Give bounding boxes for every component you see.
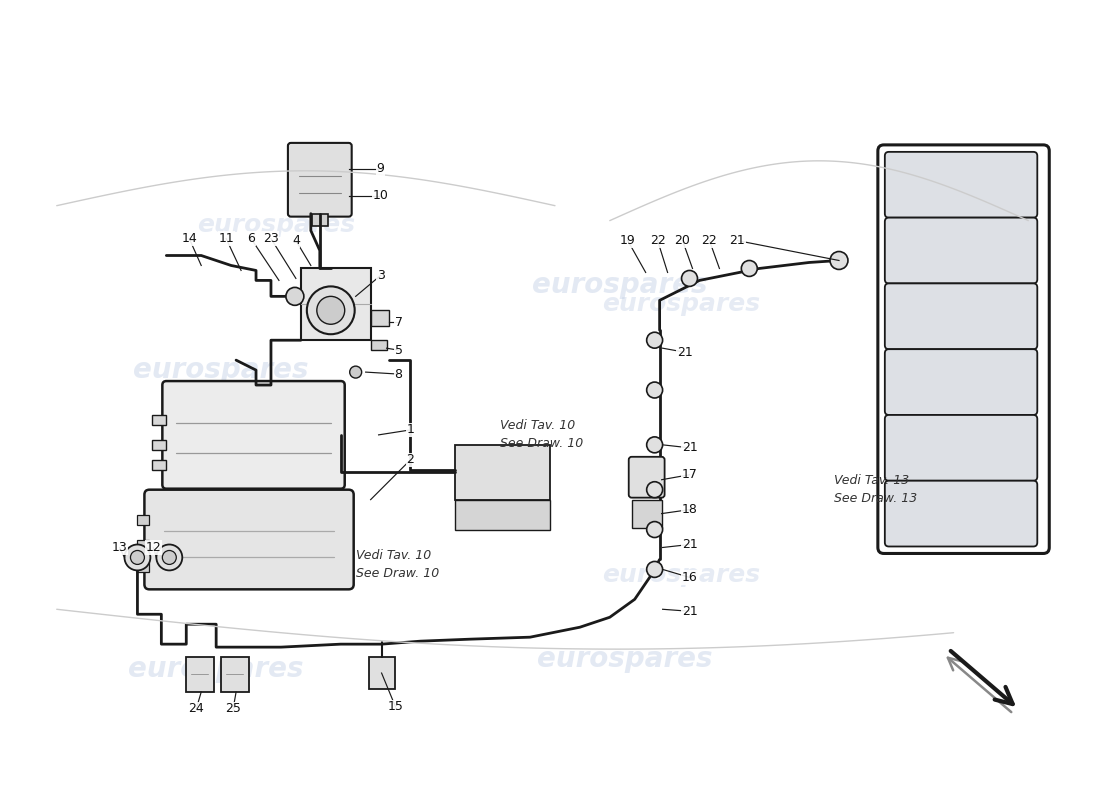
Circle shape xyxy=(350,366,362,378)
Bar xyxy=(153,415,166,425)
Text: 21: 21 xyxy=(682,538,697,551)
Text: 22: 22 xyxy=(702,234,717,247)
FancyBboxPatch shape xyxy=(163,381,344,489)
Text: 15: 15 xyxy=(387,701,404,714)
Text: eurospares: eurospares xyxy=(603,563,760,587)
Text: 3: 3 xyxy=(376,269,385,282)
Text: eurospares: eurospares xyxy=(532,271,707,299)
FancyBboxPatch shape xyxy=(884,283,1037,349)
Circle shape xyxy=(317,296,344,324)
Text: 21: 21 xyxy=(682,442,697,454)
Text: Vedi Tav. 10
See Draw. 10: Vedi Tav. 10 See Draw. 10 xyxy=(355,549,439,580)
Text: 5: 5 xyxy=(395,344,403,357)
Bar xyxy=(371,340,386,350)
Circle shape xyxy=(647,522,662,538)
Circle shape xyxy=(682,270,697,286)
Text: 1: 1 xyxy=(407,423,415,436)
Text: 10: 10 xyxy=(373,190,388,202)
Text: eurospares: eurospares xyxy=(133,356,309,384)
Bar xyxy=(301,269,371,340)
Text: 21: 21 xyxy=(729,234,745,247)
Circle shape xyxy=(647,437,662,453)
FancyBboxPatch shape xyxy=(629,457,664,498)
Text: 25: 25 xyxy=(226,702,241,715)
Text: 20: 20 xyxy=(674,234,691,247)
Text: Vedi Tav. 10
See Draw. 10: Vedi Tav. 10 See Draw. 10 xyxy=(500,419,583,450)
Text: 23: 23 xyxy=(263,232,278,245)
Text: eurospares: eurospares xyxy=(537,645,713,673)
Text: 14: 14 xyxy=(182,232,197,245)
Circle shape xyxy=(286,287,304,306)
Bar xyxy=(153,460,166,470)
Text: Vedi Tav. 13
See Draw. 13: Vedi Tav. 13 See Draw. 13 xyxy=(834,474,917,505)
Text: 7: 7 xyxy=(395,316,403,329)
FancyBboxPatch shape xyxy=(884,481,1037,546)
Bar xyxy=(455,445,550,500)
Bar xyxy=(368,657,395,689)
Circle shape xyxy=(741,261,757,277)
Circle shape xyxy=(647,382,662,398)
Bar xyxy=(138,562,150,572)
FancyBboxPatch shape xyxy=(884,415,1037,481)
Text: 24: 24 xyxy=(188,702,205,715)
Text: 19: 19 xyxy=(620,234,636,247)
Circle shape xyxy=(647,562,662,578)
Text: 17: 17 xyxy=(682,468,697,482)
FancyBboxPatch shape xyxy=(288,143,352,217)
Text: 12: 12 xyxy=(145,541,162,554)
Bar xyxy=(631,500,661,527)
Text: 6: 6 xyxy=(248,232,255,245)
Text: 16: 16 xyxy=(682,571,697,584)
Text: eurospares: eurospares xyxy=(197,213,355,237)
Circle shape xyxy=(124,545,151,570)
FancyBboxPatch shape xyxy=(144,490,354,590)
Bar xyxy=(221,657,249,692)
Bar xyxy=(371,310,388,326)
Circle shape xyxy=(647,482,662,498)
Bar xyxy=(138,514,150,525)
Bar xyxy=(455,500,550,530)
Circle shape xyxy=(307,286,354,334)
Text: 21: 21 xyxy=(682,605,697,618)
FancyBboxPatch shape xyxy=(884,349,1037,415)
FancyBboxPatch shape xyxy=(884,218,1037,283)
Text: 13: 13 xyxy=(111,541,128,554)
Bar xyxy=(311,214,328,226)
Circle shape xyxy=(163,550,176,565)
Circle shape xyxy=(647,332,662,348)
Bar xyxy=(186,657,214,692)
FancyBboxPatch shape xyxy=(884,152,1037,218)
Text: eurospares: eurospares xyxy=(129,655,304,683)
Circle shape xyxy=(156,545,183,570)
Bar xyxy=(138,539,150,550)
Text: 4: 4 xyxy=(292,234,300,247)
Text: eurospares: eurospares xyxy=(164,484,322,508)
Text: 2: 2 xyxy=(407,454,415,466)
Text: 11: 11 xyxy=(218,232,234,245)
Text: 9: 9 xyxy=(376,162,385,175)
Text: 21: 21 xyxy=(676,346,692,358)
Text: 18: 18 xyxy=(682,503,697,516)
Text: eurospares: eurospares xyxy=(603,292,760,316)
Text: 8: 8 xyxy=(395,367,403,381)
Text: 22: 22 xyxy=(650,234,666,247)
Bar xyxy=(153,440,166,450)
Circle shape xyxy=(131,550,144,565)
Circle shape xyxy=(830,251,848,270)
